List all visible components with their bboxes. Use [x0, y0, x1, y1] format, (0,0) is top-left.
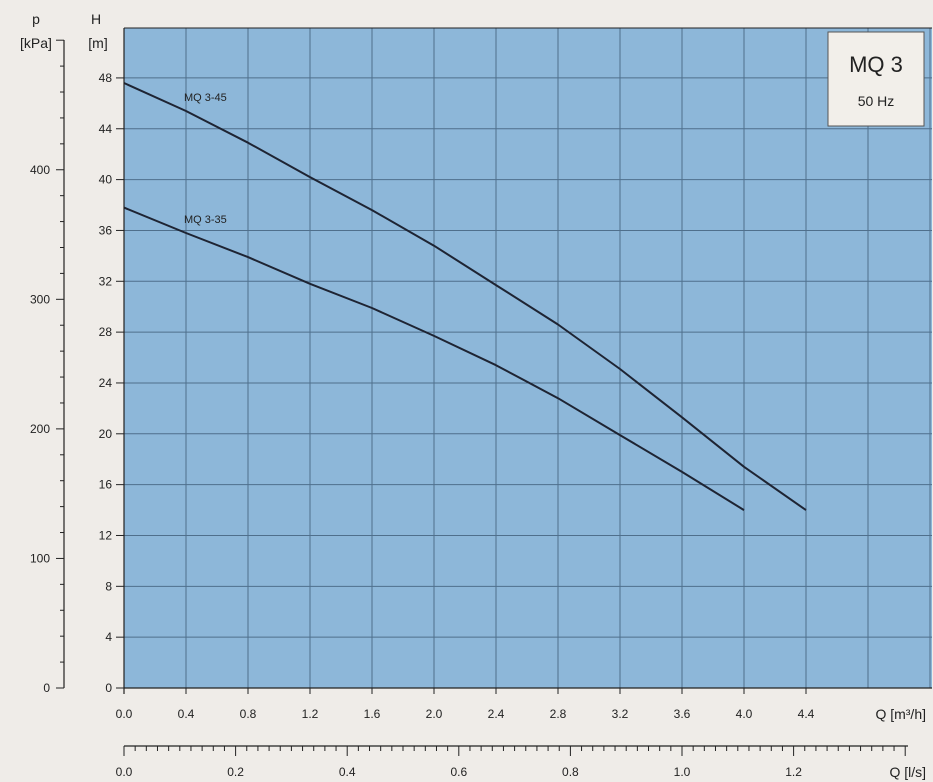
x2-tick-label: 0.8 [562, 765, 579, 779]
x2-tick-label: 0.0 [116, 765, 133, 779]
legend-box: MQ 3 50 Hz [827, 31, 925, 127]
y-tick-label: 40 [99, 173, 113, 187]
p-tick-label: 200 [30, 422, 50, 436]
p-tick-label: 100 [30, 551, 50, 565]
p-axis-unit: [kPa] [20, 35, 52, 51]
y-tick-label: 16 [99, 478, 113, 492]
y-tick-label: 48 [99, 71, 113, 85]
x-tick-label: 0.4 [178, 707, 195, 721]
x-tick-label: 4.0 [736, 707, 753, 721]
y-tick-label: 24 [99, 376, 113, 390]
x-tick-label: 4.4 [798, 707, 815, 721]
x-tick-label: 0.8 [240, 707, 257, 721]
y-tick-label: 12 [99, 528, 113, 542]
curve-mq-3-35 [123, 206, 745, 511]
y-tick-label: 28 [99, 325, 113, 339]
p-tick-label: 400 [30, 163, 50, 177]
y-tick-label: 32 [99, 274, 113, 288]
x-tick-label: 2.4 [488, 707, 505, 721]
x2-tick-label: 0.4 [339, 765, 356, 779]
x-tick-label: 3.2 [612, 707, 629, 721]
x2-tick-label: 0.2 [227, 765, 244, 779]
x-tick-label: 0.0 [116, 707, 133, 721]
y-tick-label: 20 [99, 427, 113, 441]
axes: 04812162024283236404448H[m]0100200300400… [20, 11, 932, 780]
grid-lines [123, 28, 932, 689]
y-axis-unit: [m] [88, 35, 107, 51]
x-tick-label: 1.6 [364, 707, 381, 721]
x2-axis-title: Q [l/s] [889, 764, 926, 780]
legend-title: MQ 3 [849, 52, 903, 77]
x-tick-label: 2.0 [426, 707, 443, 721]
y-tick-label: 8 [105, 579, 112, 593]
p-axis-symbol: p [32, 11, 40, 27]
x2-tick-label: 1.2 [785, 765, 802, 779]
y-tick-label: 36 [99, 223, 113, 237]
curve-mq-3-45 [123, 82, 807, 511]
x-tick-label: 3.6 [674, 707, 691, 721]
x-tick-label: 1.2 [302, 707, 319, 721]
x2-tick-label: 1.0 [674, 765, 691, 779]
y-tick-label: 4 [105, 630, 112, 644]
x2-tick-label: 0.6 [450, 765, 467, 779]
curve-label: MQ 3-35 [184, 214, 227, 226]
p-tick-label: 0 [43, 681, 50, 695]
plot-area [124, 28, 932, 688]
legend-subtitle: 50 Hz [858, 93, 895, 109]
curve-label: MQ 3-45 [184, 92, 227, 104]
y-axis-symbol: H [91, 11, 101, 27]
y-tick-label: 44 [99, 122, 113, 136]
p-tick-label: 300 [30, 292, 50, 306]
x-tick-label: 2.8 [550, 707, 567, 721]
y-tick-label: 0 [105, 681, 112, 695]
curves: MQ 3-45 MQ 3-35 [123, 82, 807, 511]
x-axis-title: Q [m³/h] [875, 706, 926, 722]
